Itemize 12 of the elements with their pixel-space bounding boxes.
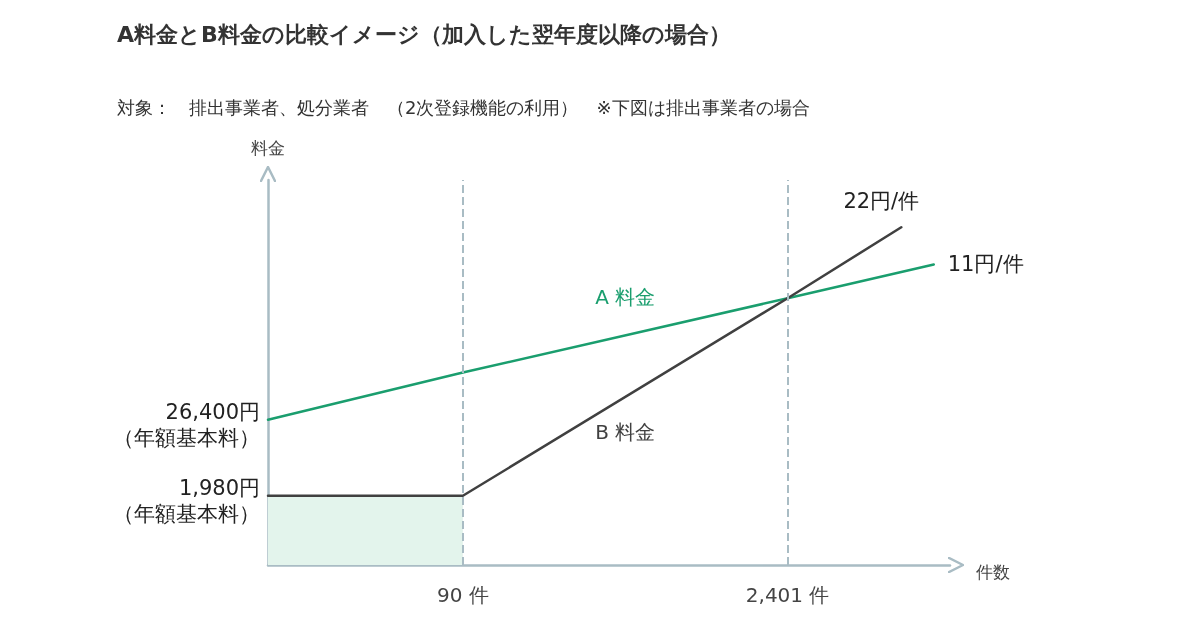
series-label: B 料金 xyxy=(595,419,656,444)
annotation: 11円/件 xyxy=(947,252,1024,277)
series-label: A 料金 xyxy=(595,285,656,310)
y-axis-title: 料金 xyxy=(251,137,285,158)
chart-subtitle: 対象： 排出事業者、処分業者 （2次登録機能の利用） ※下図は排出事業者の場合 xyxy=(117,96,810,118)
x-tick-label: 2,401 件 xyxy=(745,583,830,607)
text: 1,980円（年額基本料） xyxy=(113,475,260,526)
x-tick-label: 90 件 xyxy=(436,583,489,607)
chart-title: A料金とB料金の比較イメージ（加入した翌年度以降の場合） xyxy=(117,21,731,47)
x-axis-title: 件数 xyxy=(976,561,1010,582)
text: 22円/件 xyxy=(843,189,920,214)
text: 26,400円（年額基本料） xyxy=(113,399,260,450)
